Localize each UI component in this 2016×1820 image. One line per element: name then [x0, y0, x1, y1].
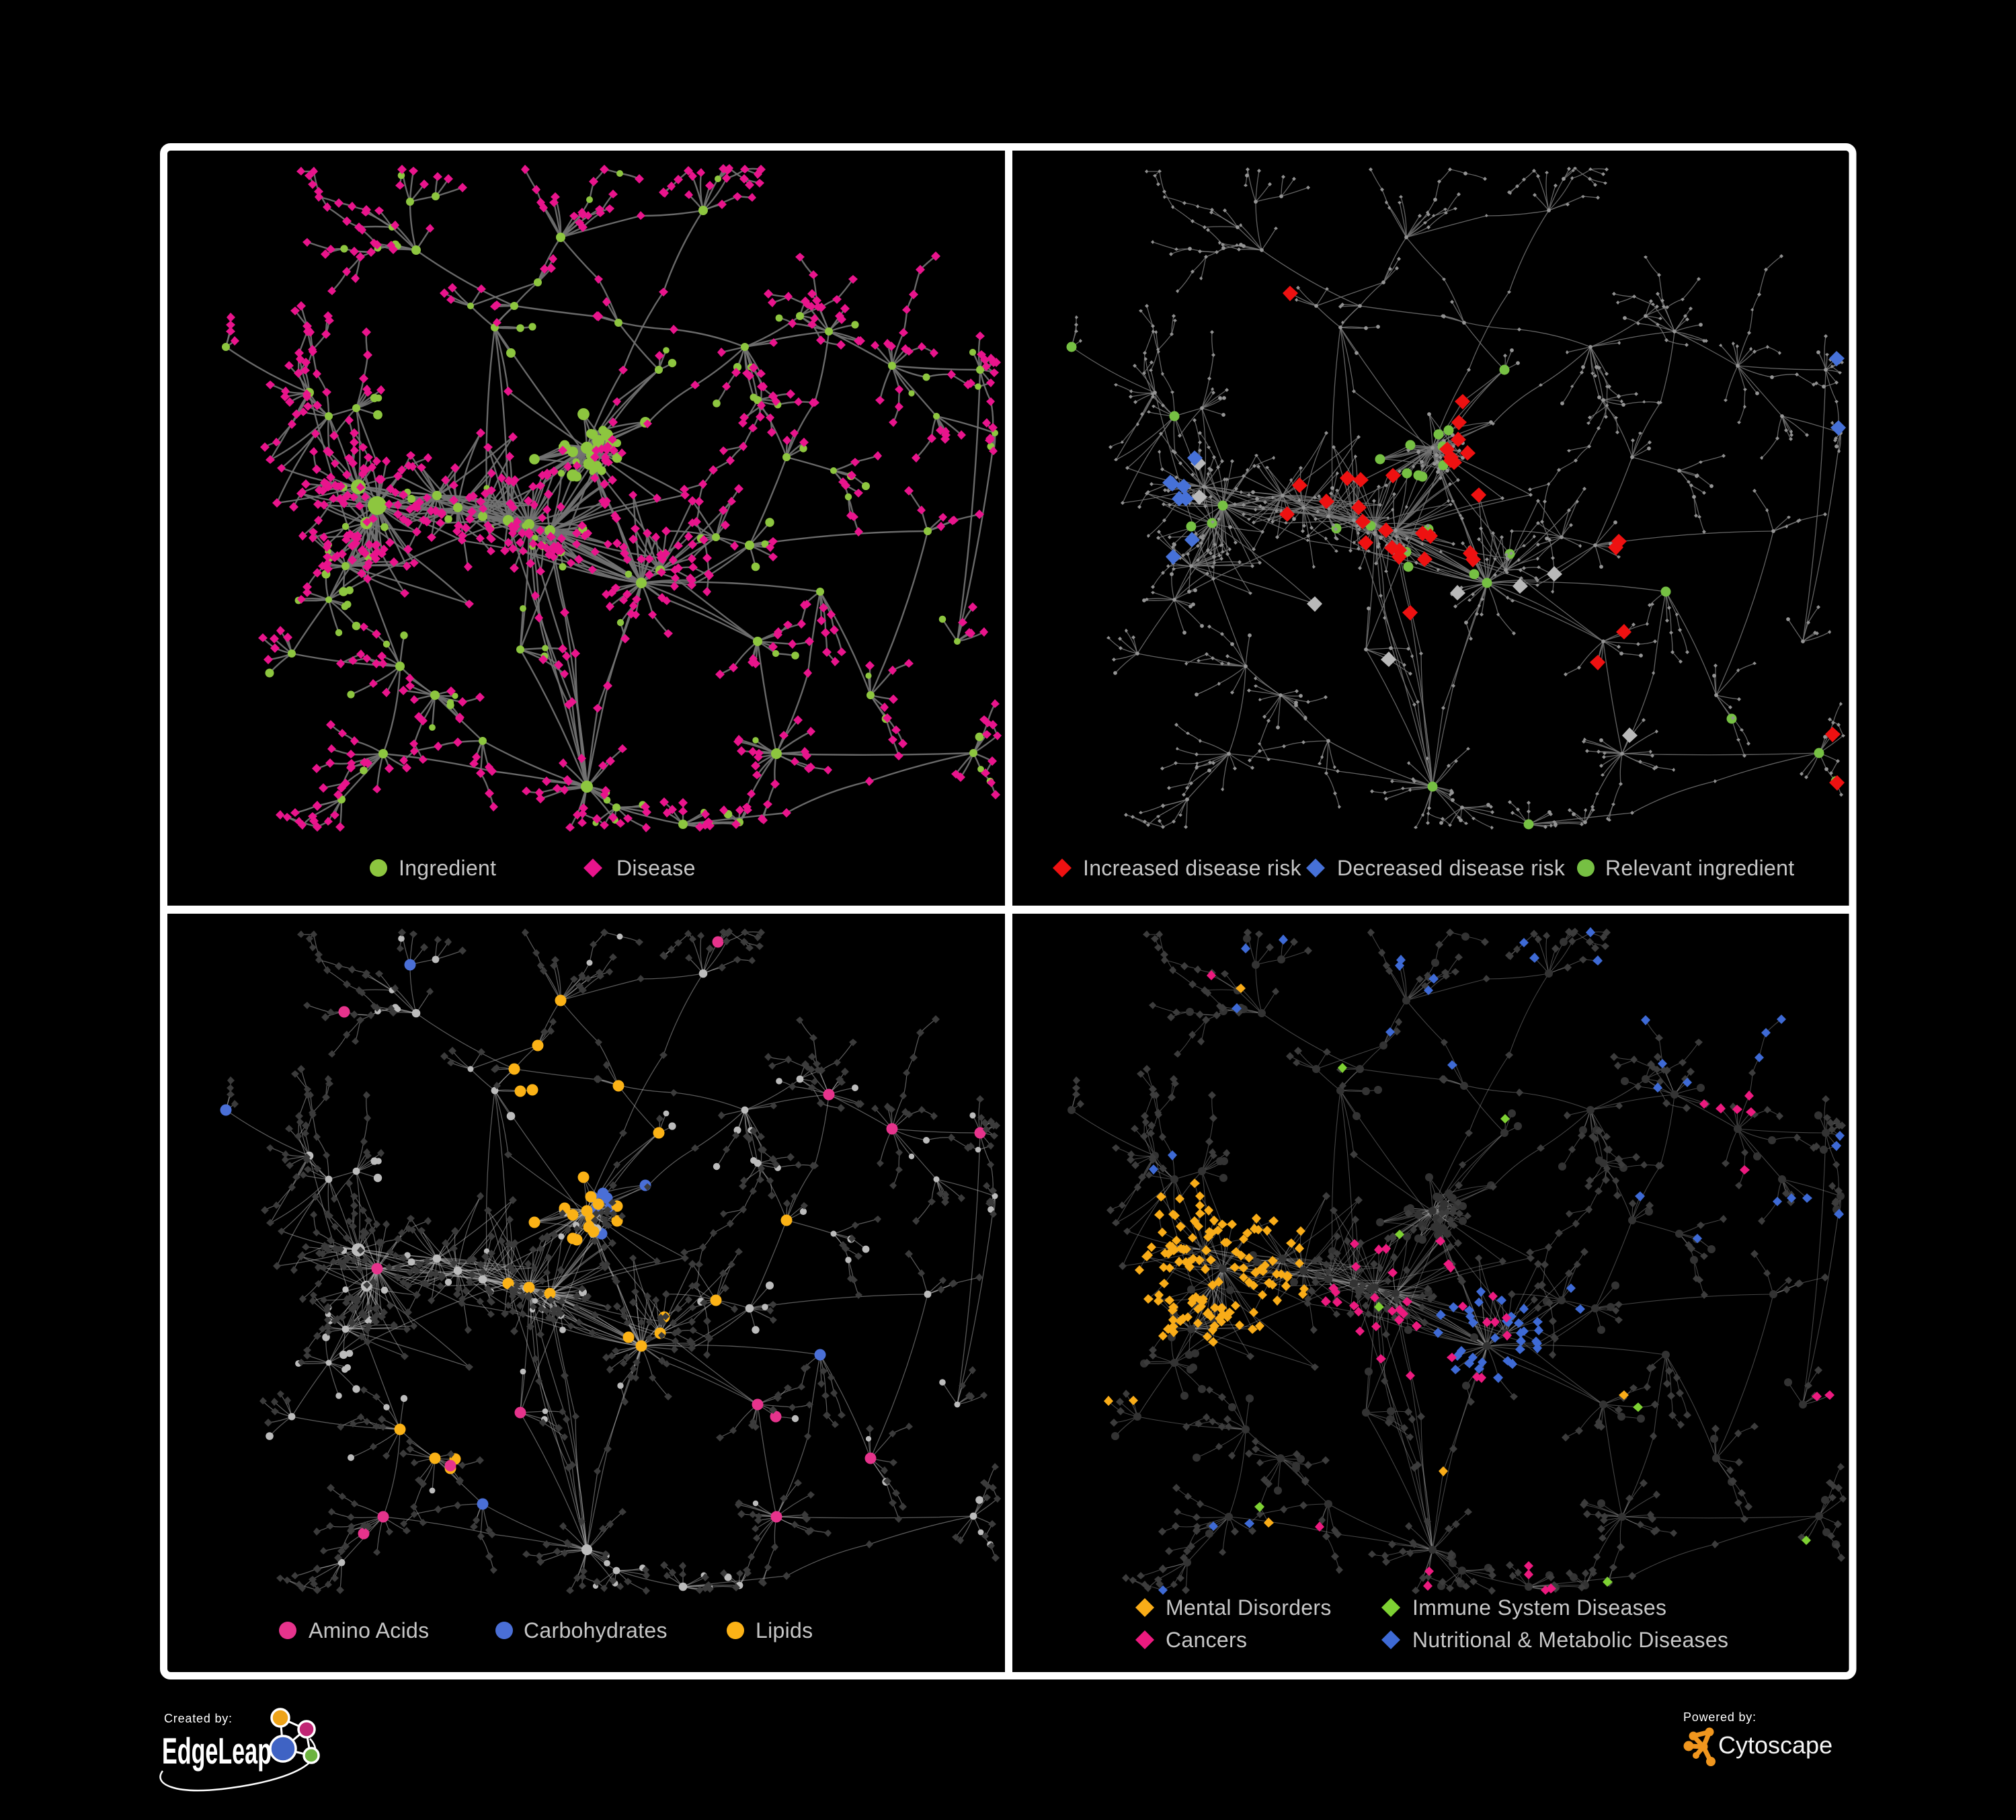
svg-text:Ingredient: Ingredient: [399, 856, 496, 880]
svg-text:Increased disease risk: Increased disease risk: [1083, 856, 1302, 880]
svg-text:Relevant ingredient: Relevant ingredient: [1605, 856, 1794, 880]
svg-text:Decreased disease risk: Decreased disease risk: [1337, 856, 1566, 880]
svg-text:Nutritional & Metabolic Diseas: Nutritional & Metabolic Diseases: [1412, 1628, 1728, 1652]
svg-text:Amino Acids: Amino Acids: [309, 1618, 429, 1643]
svg-text:Powered by:: Powered by:: [1683, 1710, 1757, 1724]
svg-text:Carbohydrates: Carbohydrates: [524, 1618, 668, 1643]
svg-text:Cancers: Cancers: [1166, 1628, 1247, 1652]
svg-text:Mental Disorders: Mental Disorders: [1166, 1595, 1332, 1620]
svg-text:Disease: Disease: [616, 856, 696, 880]
svg-text:Immune System Diseases: Immune System Diseases: [1412, 1595, 1666, 1620]
svg-text:Lipids: Lipids: [756, 1618, 813, 1643]
svg-text:Created by:: Created by:: [164, 1712, 233, 1725]
svg-text:EdgeLeap: EdgeLeap: [162, 1731, 272, 1772]
svg-text:Cytoscape: Cytoscape: [1718, 1731, 1832, 1759]
